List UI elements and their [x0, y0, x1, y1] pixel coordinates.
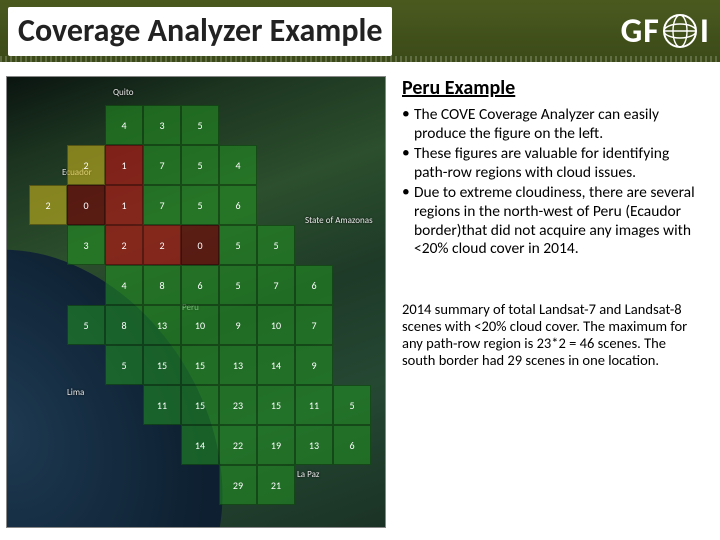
- grid-cell: 21: [257, 465, 295, 505]
- grid-cell: 6: [219, 185, 257, 225]
- grid-cell: 10: [181, 305, 219, 345]
- grid-cell: 5: [219, 225, 257, 265]
- header-decoration: [0, 56, 720, 70]
- grid-cell: 0: [67, 185, 105, 225]
- grid-cell: 2: [105, 225, 143, 265]
- globe-icon: [662, 13, 698, 49]
- bullet-item: The COVE Coverage Analyzer can easily pr…: [402, 106, 698, 143]
- grid-cell: 15: [257, 385, 295, 425]
- bullet-item: These figures are valuable for identifyi…: [402, 145, 698, 182]
- grid-cell: 29: [219, 465, 257, 505]
- grid-cell: 3: [143, 105, 181, 145]
- grid-cell: 7: [143, 185, 181, 225]
- grid-cell: 14: [181, 425, 219, 465]
- grid-cell: 5: [333, 385, 371, 425]
- grid-cell: 15: [143, 345, 181, 385]
- grid-cell: 14: [257, 345, 295, 385]
- title-container: Coverage Analyzer Example: [8, 7, 392, 56]
- grid-cell: 10: [257, 305, 295, 345]
- grid-cell: 5: [257, 225, 295, 265]
- grid-cell: 15: [181, 385, 219, 425]
- slide-header: Coverage Analyzer Example GF I: [0, 0, 720, 62]
- grid-cell: 11: [295, 385, 333, 425]
- grid-cell: 19: [257, 425, 295, 465]
- grid-cell: 1: [105, 185, 143, 225]
- grid-cell: 9: [295, 345, 333, 385]
- grid-cell: 22: [219, 425, 257, 465]
- coverage-grid: 4352175420175632205548657658131091075151…: [29, 105, 371, 505]
- gfoi-logo: GF I: [621, 11, 710, 52]
- grid-cell: 2: [67, 145, 105, 185]
- logo-part2: I: [700, 11, 710, 52]
- grid-cell: 2: [29, 185, 67, 225]
- label-quito: Quito: [113, 87, 134, 98]
- grid-cell: 8: [143, 265, 181, 305]
- grid-cell: 5: [219, 265, 257, 305]
- grid-cell: 7: [143, 145, 181, 185]
- grid-cell: 5: [181, 145, 219, 185]
- summary-text: 2014 summary of total Landsat-7 and Land…: [402, 301, 698, 369]
- bullet-item: Due to extreme cloudiness, there are sev…: [402, 184, 698, 258]
- subtitle: Peru Example: [402, 76, 698, 100]
- grid-cell: 6: [295, 265, 333, 305]
- grid-cell: 4: [219, 145, 257, 185]
- peru-map: Quito Ecuador State of Amazonas Peru Lim…: [6, 76, 386, 528]
- grid-cell: 13: [295, 425, 333, 465]
- grid-cell: 11: [143, 385, 181, 425]
- grid-cell: 15: [181, 345, 219, 385]
- grid-cell: 1: [105, 145, 143, 185]
- logo-part1: GF: [621, 11, 660, 52]
- grid-cell: 13: [143, 305, 181, 345]
- grid-cell: 3: [67, 225, 105, 265]
- grid-cell: 4: [105, 265, 143, 305]
- bullet-list: The COVE Coverage Analyzer can easily pr…: [402, 106, 698, 259]
- content-area: Quito Ecuador State of Amazonas Peru Lim…: [0, 62, 720, 528]
- grid-cell: 0: [181, 225, 219, 265]
- grid-cell: 6: [333, 425, 371, 465]
- grid-cell: 8: [105, 305, 143, 345]
- grid-cell: 2: [143, 225, 181, 265]
- grid-cell: 5: [105, 345, 143, 385]
- grid-cell: 5: [67, 305, 105, 345]
- grid-cell: 6: [181, 265, 219, 305]
- grid-cell: 9: [219, 305, 257, 345]
- grid-cell: 23: [219, 385, 257, 425]
- grid-cell: 5: [181, 185, 219, 225]
- text-column: Peru Example The COVE Coverage Analyzer …: [386, 76, 704, 528]
- grid-cell: 5: [181, 105, 219, 145]
- grid-cell: 13: [219, 345, 257, 385]
- slide-title: Coverage Analyzer Example: [18, 11, 382, 50]
- grid-cell: 4: [105, 105, 143, 145]
- grid-cell: 7: [295, 305, 333, 345]
- grid-cell: 7: [257, 265, 295, 305]
